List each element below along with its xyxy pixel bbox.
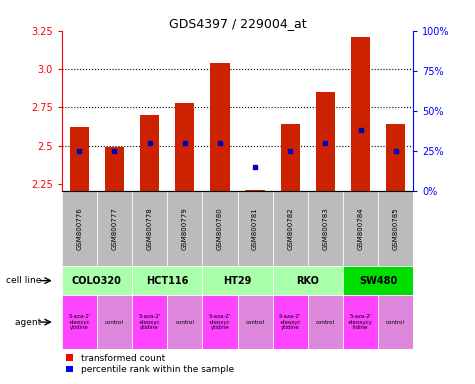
Text: GSM800783: GSM800783	[323, 207, 328, 250]
Text: GSM800778: GSM800778	[147, 207, 152, 250]
Text: control: control	[175, 319, 194, 324]
Text: control: control	[105, 319, 124, 324]
Bar	[62, 266, 132, 295]
Bar	[97, 295, 132, 349]
Text: SW480: SW480	[359, 276, 397, 286]
Bar	[140, 115, 159, 192]
Text: GSM800782: GSM800782	[287, 207, 293, 250]
Bar	[246, 190, 265, 192]
Bar	[308, 192, 343, 266]
Bar	[105, 147, 124, 192]
Bar	[378, 295, 413, 349]
Text: HT29: HT29	[223, 276, 252, 286]
Text: cell line: cell line	[6, 276, 44, 285]
Text: agent: agent	[15, 318, 44, 327]
Text: GSM800781: GSM800781	[252, 207, 258, 250]
Bar	[62, 192, 97, 266]
Text: 5-aza-2'
-deoxycy
tidine: 5-aza-2' -deoxycy tidine	[348, 314, 373, 330]
Bar	[202, 192, 238, 266]
Bar	[175, 103, 194, 192]
Bar	[97, 192, 132, 266]
Text: GSM800785: GSM800785	[393, 207, 399, 250]
Bar	[167, 192, 202, 266]
Bar	[238, 295, 273, 349]
Bar	[308, 295, 343, 349]
Bar	[343, 266, 413, 295]
Text: 5-aza-2'
-deoxyc
ytidine: 5-aza-2' -deoxyc ytidine	[68, 314, 91, 330]
Bar	[132, 192, 167, 266]
Bar	[343, 192, 378, 266]
Text: control: control	[246, 319, 265, 324]
Text: GSM800780: GSM800780	[217, 207, 223, 250]
Bar	[273, 295, 308, 349]
Text: GSM800777: GSM800777	[112, 207, 117, 250]
Text: RKO: RKO	[296, 276, 319, 286]
Text: 5-aza-2'
-deoxyc
ytidine: 5-aza-2' -deoxyc ytidine	[279, 314, 302, 330]
Bar	[62, 295, 97, 349]
Bar	[386, 124, 405, 192]
Bar	[132, 266, 202, 295]
Bar	[273, 266, 343, 295]
Bar	[316, 92, 335, 192]
Text: GSM800784: GSM800784	[358, 207, 363, 250]
Bar	[273, 192, 308, 266]
Bar	[351, 37, 370, 192]
Bar	[202, 266, 273, 295]
Text: control: control	[386, 319, 405, 324]
Text: control: control	[316, 319, 335, 324]
Text: GSM800779: GSM800779	[182, 207, 188, 250]
Bar	[238, 192, 273, 266]
Legend: transformed count, percentile rank within the sample: transformed count, percentile rank withi…	[63, 350, 238, 378]
Bar	[343, 295, 378, 349]
Text: 5-aza-2'
-deoxyc
ytidine: 5-aza-2' -deoxyc ytidine	[138, 314, 161, 330]
Title: GDS4397 / 229004_at: GDS4397 / 229004_at	[169, 17, 306, 30]
Bar	[132, 295, 167, 349]
Text: COLO320: COLO320	[72, 276, 122, 286]
Text: GSM800776: GSM800776	[76, 207, 82, 250]
Bar	[210, 63, 229, 192]
Text: 5-aza-2'
-deoxyc
ytidine: 5-aza-2' -deoxyc ytidine	[209, 314, 231, 330]
Bar	[167, 295, 202, 349]
Bar	[378, 192, 413, 266]
Bar	[281, 124, 300, 192]
Text: HCT116: HCT116	[146, 276, 189, 286]
Bar	[70, 127, 89, 192]
Bar	[202, 295, 238, 349]
